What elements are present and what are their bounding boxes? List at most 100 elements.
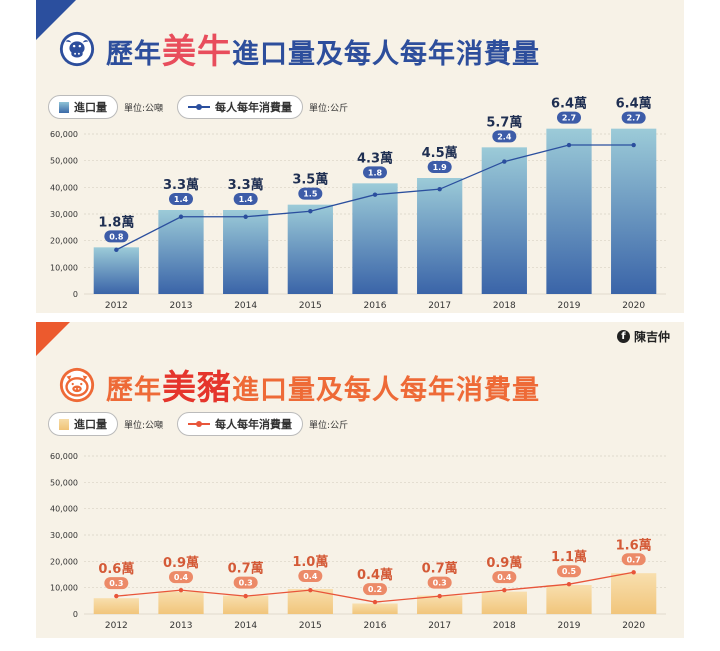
line-point: [631, 142, 636, 148]
bar: [158, 210, 204, 294]
bar-value-label: 1.0萬: [292, 554, 328, 570]
line-value-pill: [557, 565, 581, 578]
line-value-pill: [363, 166, 387, 179]
x-tick-label: 2019: [558, 621, 581, 631]
pork-title: 歷年美豬進口量及每人每年消費量: [106, 360, 540, 409]
bar-value-label: 0.4萬: [357, 567, 393, 583]
unit-line: 單位:公斤: [309, 420, 349, 431]
line-value-pill: [557, 111, 581, 124]
pork-title-pre: 歷年: [106, 375, 162, 406]
bar: [287, 204, 333, 294]
x-tick-label: 2020: [622, 301, 645, 311]
bar-value-label: 6.4萬: [551, 96, 587, 112]
line-value-pill: [233, 576, 258, 589]
line-value-pill: [621, 553, 646, 566]
x-tick-label: 2016: [364, 301, 387, 311]
line-value-label: 0.2: [368, 585, 382, 594]
pork-legend: 進口量 單位:公噸 每人每年消費量 單位:公斤: [48, 412, 362, 436]
y-tick-label: 50,000: [50, 478, 78, 487]
x-tick-label: 2013: [170, 621, 193, 631]
line-value-pill: [492, 130, 517, 143]
corner-triangle: [36, 322, 70, 356]
x-tick-label: 2016: [364, 621, 387, 631]
x-tick-label: 2020: [622, 621, 645, 631]
cow-icon: [59, 31, 95, 66]
pork-title-post: 進口量及每人每年消費量: [232, 375, 540, 406]
line-point: [372, 192, 378, 197]
line-value-label: 1.8: [368, 168, 383, 177]
y-tick-label: 60,000: [50, 130, 78, 139]
beef-legend: 進口量 單位:公噸 每人每年消費量 單位:公斤: [48, 95, 362, 119]
pork-title-highlight: 美豬: [162, 368, 232, 408]
x-tick-label: 2012: [105, 621, 128, 631]
author-tag: f 陳吉仲: [616, 328, 670, 345]
bar-value-label: 5.7萬: [486, 114, 522, 130]
y-tick-label: 10,000: [50, 263, 78, 272]
bar: [223, 595, 269, 614]
y-tick-label: 30,000: [50, 531, 78, 540]
line-point: [631, 570, 636, 575]
bar: [611, 573, 657, 614]
line-point: [114, 593, 119, 599]
y-tick-label: 20,000: [50, 237, 78, 246]
bar: [611, 128, 657, 294]
line-point: [308, 587, 313, 593]
beef-panel: 歷年美牛進口量及每人每年消費量 進口量 單位:公噸 每人每年消費量 單位:公斤 …: [36, 0, 684, 313]
x-tick-label: 2018: [493, 621, 516, 631]
bar-value-label: 0.9萬: [486, 555, 522, 571]
line-point: [502, 159, 507, 164]
bar: [158, 591, 204, 614]
unit-line: 單位:公斤: [309, 103, 349, 114]
line-value-label: 1.4: [239, 195, 254, 204]
y-tick-label: 0: [73, 290, 78, 299]
bar-value-label: 4.3萬: [357, 150, 393, 166]
x-tick-label: 2012: [105, 301, 128, 311]
bar: [93, 247, 139, 294]
bar: [481, 591, 527, 614]
line-point: [308, 209, 313, 214]
y-tick-label: 60,000: [50, 452, 78, 461]
line-point: [502, 587, 507, 593]
line-point: [243, 593, 248, 599]
line-value-pill: [298, 569, 323, 582]
y-tick-label: 40,000: [50, 505, 78, 514]
y-tick-label: 40,000: [50, 183, 78, 192]
legend-line-pill: 每人每年消費量: [177, 412, 304, 436]
bar-value-label: 3.3萬: [163, 177, 199, 193]
bar: [352, 183, 398, 294]
line-value-pill: [169, 571, 193, 584]
x-tick-label: 2018: [493, 301, 516, 311]
y-tick-label: 20,000: [50, 557, 78, 566]
bar: [481, 147, 527, 294]
unit-bar: 單位:公噸: [124, 420, 164, 431]
legend-bar-pill: 進口量: [48, 95, 118, 119]
line-value-label: 1.4: [174, 195, 189, 204]
y-tick-label: 0: [73, 610, 78, 619]
bar-value-label: 0.7萬: [422, 561, 458, 577]
pig-icon: [59, 367, 95, 402]
line-value-label: 0.3: [109, 579, 123, 588]
bar-value-label: 3.5萬: [292, 172, 328, 188]
pork-title-row: 歷年美豬進口量及每人每年消費量: [58, 360, 540, 409]
bar: [352, 603, 398, 614]
bar-value-label: 0.7萬: [228, 561, 264, 577]
bar: [417, 595, 463, 614]
bar: [93, 598, 139, 614]
line-value-pill: [427, 576, 452, 589]
beef-title-row: 歷年美牛進口量及每人每年消費量: [58, 24, 540, 73]
line-value-label: 0.4: [174, 573, 189, 582]
line-value-label: 2.7: [627, 114, 641, 123]
line-value-pill: [363, 583, 387, 596]
legend-line-label: 每人每年消費量: [215, 418, 293, 431]
bar: [417, 178, 463, 294]
bar-value-label: 1.8萬: [98, 214, 134, 230]
line-value-pill: [169, 193, 193, 205]
line-value-pill: [104, 230, 129, 243]
line-swatch: [188, 104, 211, 110]
x-tick-label: 2014: [234, 301, 257, 311]
bar: [223, 210, 269, 294]
line-point: [243, 214, 248, 219]
bar-value-label: 3.3萬: [228, 177, 264, 193]
bar-swatch: [59, 418, 69, 430]
